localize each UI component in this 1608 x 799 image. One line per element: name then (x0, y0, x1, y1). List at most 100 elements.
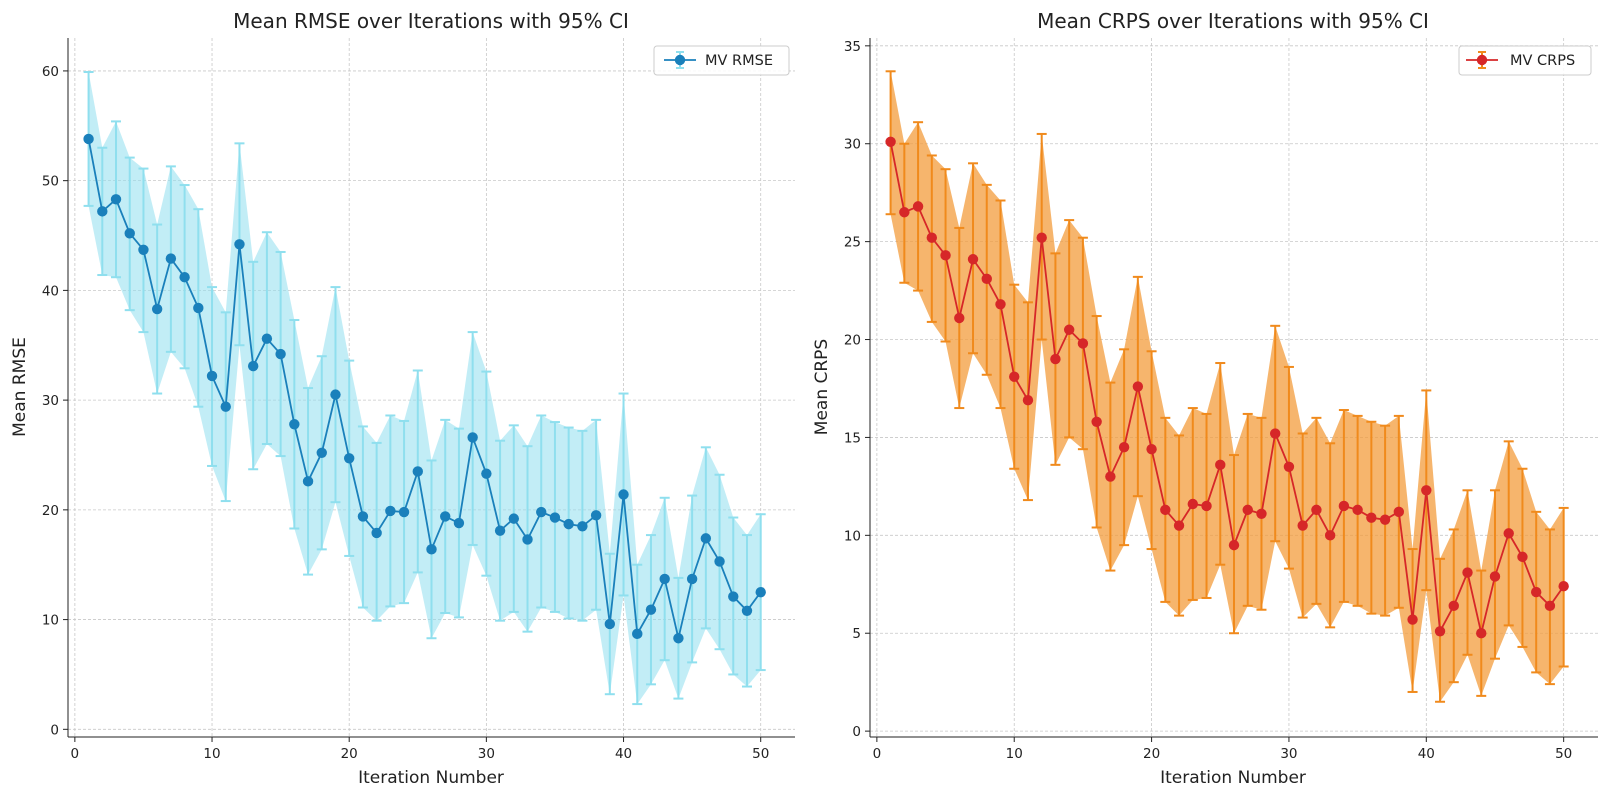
crps-data-point (1393, 506, 1405, 518)
rmse-data-point (728, 591, 739, 602)
crps-data-point (912, 201, 924, 212)
rmse-x-tick-label: 40 (615, 746, 632, 762)
crps-data-point (1063, 324, 1075, 335)
crps-data-point (1530, 586, 1542, 598)
rmse-data-point (165, 253, 177, 264)
rmse-data-point (151, 303, 163, 315)
crps-data-point (1215, 459, 1226, 471)
crps-data-point (1283, 461, 1295, 472)
crps-data-point (885, 136, 896, 147)
rmse-data-point (302, 476, 314, 487)
crps-y-tick-label: 5 (852, 626, 861, 642)
crps-data-point (1036, 232, 1047, 243)
rmse-data-point (83, 133, 94, 145)
crps-data-points (885, 136, 1569, 639)
rmse-x-tick-label: 30 (478, 746, 495, 762)
crps-y-tick-label: 30 (844, 137, 861, 153)
rmse-data-point (385, 505, 396, 517)
crps-data-point (1434, 626, 1446, 637)
crps-data-point (1009, 371, 1020, 382)
rmse-data-point (577, 521, 588, 532)
rmse-x-axis-label: Iteration Number (358, 768, 504, 788)
crps-data-point (1146, 443, 1157, 455)
rmse-data-point (467, 432, 478, 443)
crps-data-point (1558, 581, 1569, 592)
rmse-data-point (247, 360, 259, 372)
rmse-data-point (522, 534, 533, 545)
crps-data-point (1242, 504, 1253, 516)
rmse-legend: MV RMSE (653, 45, 790, 76)
crps-data-point (967, 254, 979, 265)
rmse-y-tick-label: 30 (42, 393, 59, 409)
crps-data-point (899, 207, 910, 218)
rmse-data-point (714, 556, 725, 567)
crps-data-point (1366, 512, 1377, 523)
rmse-data-point (481, 468, 492, 479)
rmse-data-point (563, 518, 574, 530)
crps-ticks: 0 10 20 30 40 50 0 5 10 15 20 25 30 35 (844, 39, 1572, 762)
rmse-data-point (316, 447, 327, 458)
rmse-data-point (275, 348, 286, 360)
rmse-y-tick-label: 50 (42, 174, 59, 190)
crps-data-point (1256, 508, 1267, 519)
crps-legend-marker (1466, 51, 1498, 69)
crps-data-point (940, 250, 951, 261)
crps-x-tick-label: 0 (873, 746, 882, 762)
rmse-data-point (659, 573, 670, 585)
rmse-legend-box (653, 45, 790, 76)
crps-legend: MV CRPS (1458, 45, 1592, 76)
crps-data-point (1091, 416, 1102, 427)
crps-data-point (1311, 504, 1322, 516)
crps-data-point (1187, 498, 1198, 510)
rmse-data-point (193, 302, 204, 314)
rmse-data-point (494, 525, 506, 536)
rmse-data-point (124, 228, 135, 239)
crps-x-axis-label: Iteration Number (1160, 768, 1306, 788)
crps-data-point (1489, 571, 1501, 582)
crps-y-tick-label: 0 (852, 724, 861, 740)
rmse-y-tick-label: 0 (50, 722, 59, 738)
crps-data-point (1476, 628, 1487, 639)
rmse-data-point (741, 605, 753, 617)
rmse-data-point (398, 506, 410, 518)
crps-y-tick-label: 10 (844, 528, 861, 544)
crps-y-tick-label: 15 (844, 430, 861, 446)
rmse-data-point (508, 513, 520, 524)
rmse-chart-panel: 0 10 20 30 40 50 0 10 20 30 40 50 60 Mean RMSE over … (10, 9, 795, 788)
crps-data-point (1352, 504, 1363, 516)
rmse-axes (67, 38, 795, 738)
rmse-data-point (440, 511, 451, 522)
crps-axes (869, 38, 1598, 738)
rmse-data-point (371, 527, 382, 539)
rmse-y-tick-label: 40 (42, 283, 59, 299)
crps-legend-label: MV CRPS (1510, 53, 1575, 69)
rmse-data-point (453, 517, 465, 529)
rmse-data-point (700, 533, 712, 544)
rmse-data-point (632, 628, 643, 640)
crps-x-tick-label: 40 (1418, 746, 1435, 762)
rmse-data-points (83, 133, 766, 644)
crps-data-point (1297, 520, 1308, 531)
rmse-data-point (590, 510, 602, 521)
crps-ci-band (890, 71, 1564, 702)
rmse-data-point (645, 604, 657, 615)
crps-x-tick-label: 30 (1280, 746, 1297, 762)
crps-x-tick-label: 20 (1143, 746, 1160, 762)
crps-data-point (1022, 395, 1034, 406)
crps-legend-box (1458, 45, 1592, 76)
crps-data-point (1228, 539, 1240, 551)
crps-data-point (1118, 442, 1130, 453)
rmse-data-point (343, 453, 355, 464)
rmse-data-point (686, 573, 698, 585)
crps-data-point (1517, 551, 1528, 563)
rmse-data-point (426, 544, 437, 555)
rmse-data-point (261, 333, 273, 344)
rmse-y-axis-label: Mean RMSE (10, 337, 30, 437)
rmse-chart-title: Mean RMSE over Iterations with 95% CI (233, 9, 629, 33)
crps-chart-panel: 0 10 20 30 40 50 0 5 10 15 20 25 30 35 Mean CRPS over… (812, 9, 1598, 788)
rmse-ci-band (88, 72, 761, 705)
crps-data-point (1462, 567, 1473, 578)
crps-data-point (995, 299, 1006, 310)
